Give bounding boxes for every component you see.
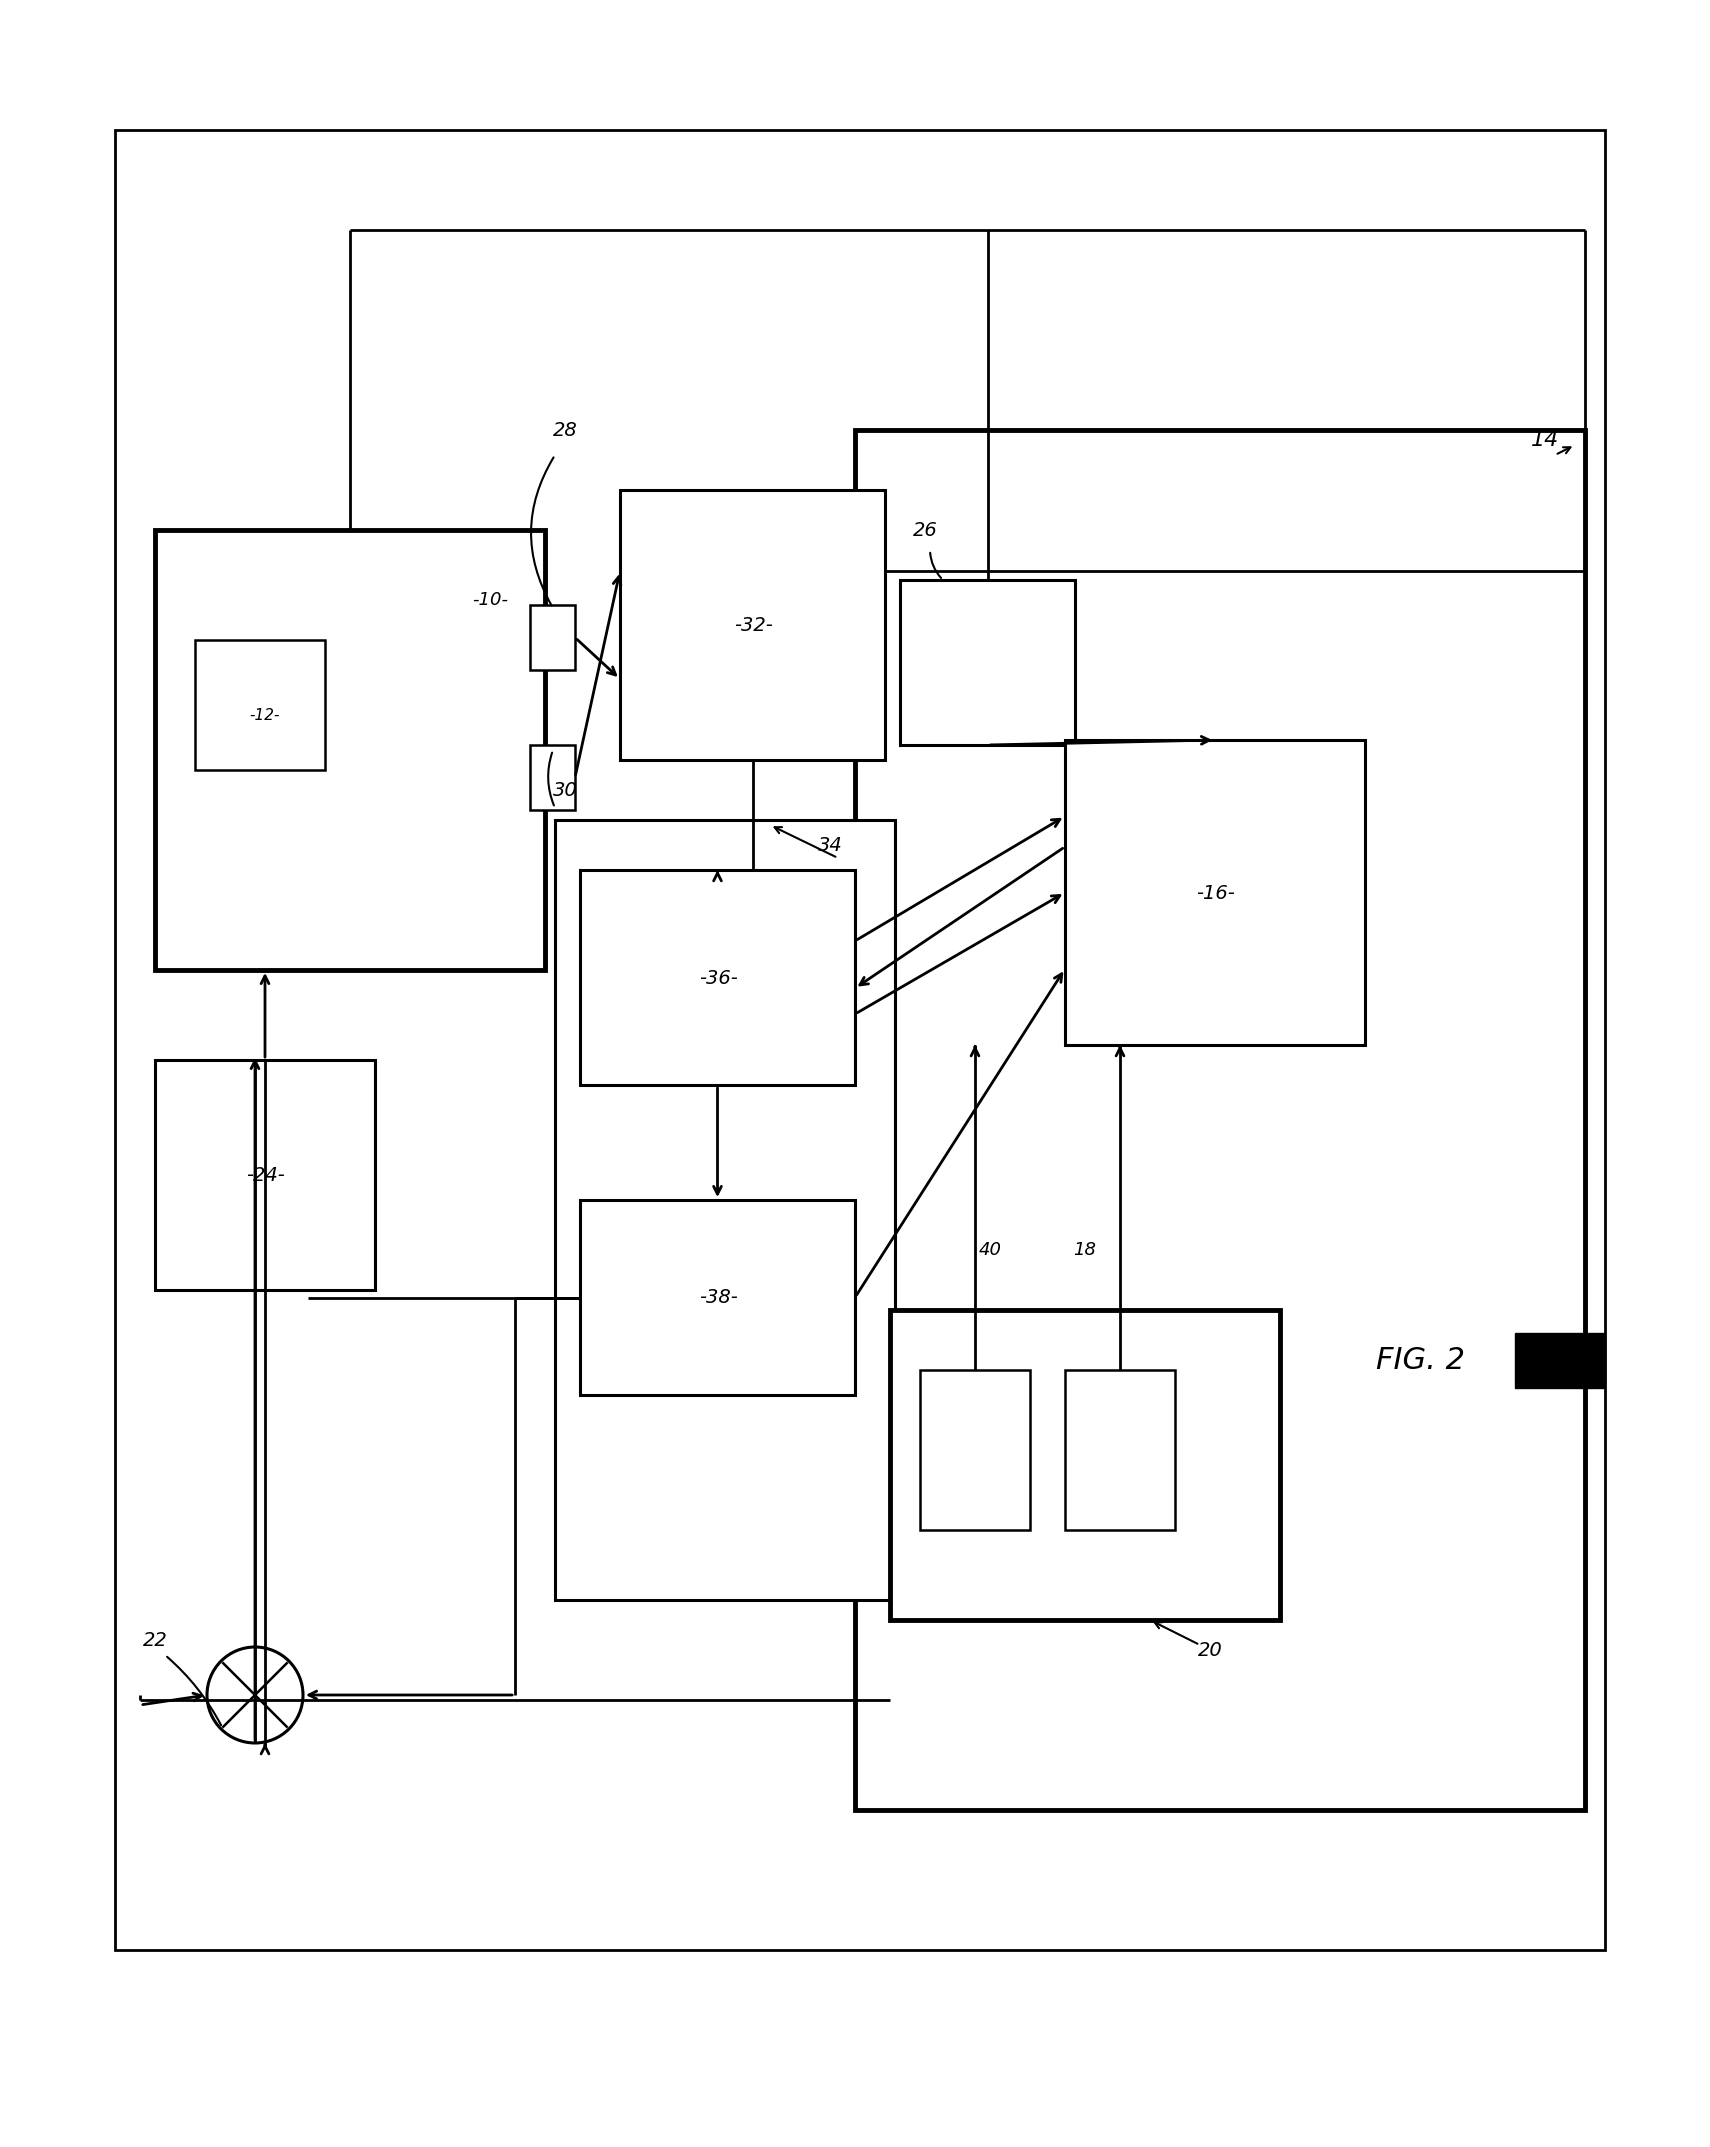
Bar [156, 1061, 374, 1290]
Bar [530, 605, 575, 670]
Bar [580, 870, 855, 1084]
Text: -10-: -10- [472, 590, 508, 610]
Bar [1065, 741, 1365, 1046]
Bar [1515, 1333, 1606, 1387]
Text: -16-: -16- [1195, 885, 1235, 902]
Bar [156, 530, 545, 970]
Bar [195, 640, 325, 771]
Bar [920, 1370, 1029, 1531]
Text: 30: 30 [552, 782, 578, 799]
Bar [580, 1200, 855, 1396]
Text: 22: 22 [142, 1630, 168, 1649]
Text: 26: 26 [913, 520, 937, 539]
Bar [889, 1310, 1281, 1621]
Text: -36-: -36- [699, 968, 737, 988]
Bar [621, 490, 886, 760]
Text: FIG. 2: FIG. 2 [1375, 1346, 1464, 1374]
Text: 28: 28 [552, 421, 578, 440]
Bar [556, 820, 894, 1600]
Bar [1065, 1370, 1175, 1531]
Text: -24-: -24- [246, 1166, 284, 1185]
Text: 34: 34 [817, 835, 843, 855]
Text: 40: 40 [978, 1241, 1002, 1258]
Text: -38-: -38- [699, 1288, 737, 1308]
Text: 14: 14 [1530, 429, 1560, 451]
Text: -32-: -32- [734, 616, 773, 636]
Bar [530, 745, 575, 809]
Bar [899, 580, 1076, 745]
Text: -12-: -12- [250, 709, 280, 724]
Bar [115, 131, 1606, 1949]
Bar [855, 429, 1585, 1810]
Text: 18: 18 [1074, 1241, 1096, 1258]
Text: 20: 20 [1197, 1640, 1223, 1660]
